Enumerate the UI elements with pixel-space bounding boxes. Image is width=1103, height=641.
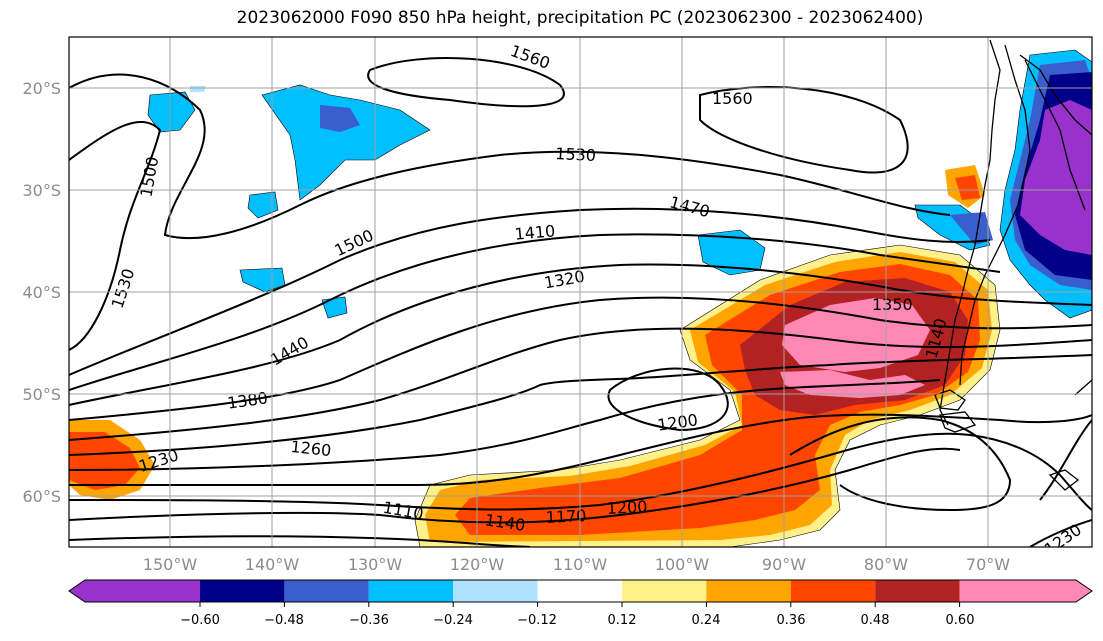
colorbar-tick: 0.12 [608, 613, 637, 628]
lon-label: 140°W [245, 555, 300, 574]
colorbar: −0.60 −0.48 −0.36 −0.24 −0.12 0.12 0.24 … [68, 579, 1093, 628]
lat-label: 30°S [22, 181, 61, 200]
lon-label: 90°W [762, 555, 806, 574]
colorbar-segment [622, 580, 707, 602]
colorbar-segment [706, 580, 791, 602]
colorbar-tick: 0.60 [946, 613, 975, 628]
lon-label: 120°W [450, 555, 505, 574]
latitude-labels: 20°S 30°S 40°S 50°S 60°S [22, 79, 61, 506]
colorbar-segment [200, 580, 285, 602]
lat-label: 40°S [22, 283, 61, 302]
colorbar-tick: −0.12 [517, 613, 557, 628]
lon-label: 130°W [348, 555, 403, 574]
figure-title: 2023062000 F090 850 hPa height, precipit… [236, 8, 924, 28]
contour-label: 1170 [545, 506, 587, 527]
colorbar-ticks: −0.60 −0.48 −0.36 −0.24 −0.12 0.12 0.24 … [180, 613, 974, 628]
colorbar-segment [368, 580, 454, 602]
height-contours [69, 57, 1092, 547]
map-area: 1560 1560 1530 1530 1500 1500 1470 1410 … [69, 37, 1092, 547]
contour-label: 1200 [606, 497, 648, 518]
lat-label: 50°S [22, 385, 61, 404]
colorbar-tick: −0.60 [180, 613, 220, 628]
contour-label: 1260 [290, 437, 332, 460]
colorbar-tick: −0.48 [264, 613, 304, 628]
lat-label: 60°S [22, 487, 61, 506]
colorbar-tick: 0.24 [692, 613, 721, 628]
contour-label: 1350 [872, 295, 913, 314]
graticule [69, 37, 1092, 547]
colorbar-segment [959, 580, 1092, 602]
contour-label: 1560 [712, 89, 753, 108]
negative-precip-anomaly [147, 49, 1092, 319]
lon-label: 110°W [553, 555, 608, 574]
lat-label: 20°S [22, 79, 61, 98]
colorbar-segment [790, 580, 876, 602]
lon-label: 100°W [655, 555, 710, 574]
colorbar-outline [68, 579, 1093, 603]
lon-label: 70°W [966, 555, 1010, 574]
colorbar-segment [284, 580, 369, 602]
contour-label: 1410 [514, 221, 556, 243]
colorbar-tick: −0.36 [349, 613, 389, 628]
colorbar-segment [537, 580, 622, 602]
colorbar-segment [875, 580, 960, 602]
positive-precip-anomaly [69, 165, 1001, 547]
lon-label: 80°W [864, 555, 908, 574]
colorbar-tick: −0.24 [433, 613, 473, 628]
colorbar-segment [69, 580, 200, 602]
lon-label: 150°W [143, 555, 198, 574]
colorbar-segment [453, 580, 538, 602]
longitude-labels: 150°W 140°W 130°W 120°W 110°W 100°W 90°W… [143, 555, 1010, 574]
colorbar-tick: 0.36 [777, 613, 806, 628]
map-frame [68, 36, 1093, 548]
colorbar-tick: 0.48 [861, 613, 890, 628]
contour-label: 1530 [555, 144, 597, 165]
